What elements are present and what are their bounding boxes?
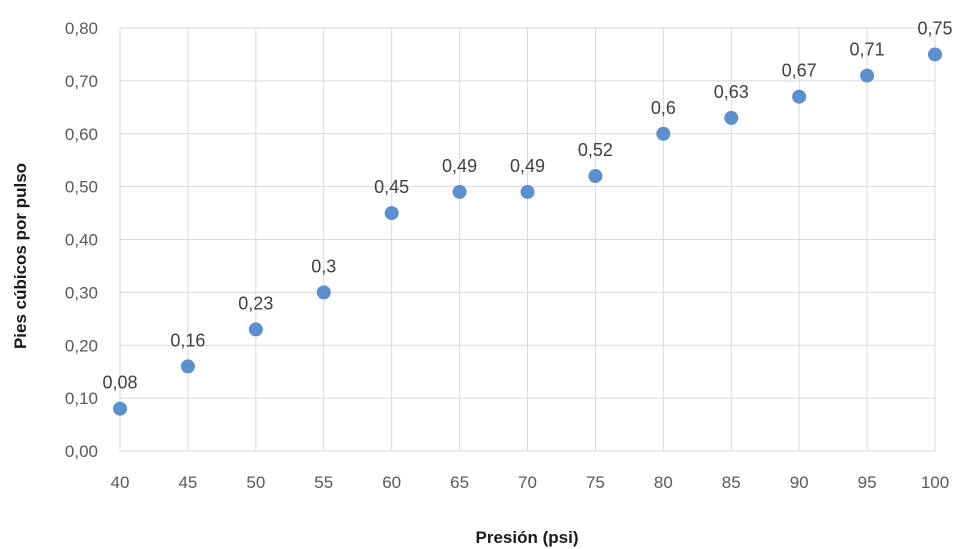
data-point [860, 68, 875, 83]
y-axis-title: Pies cúbicos por pulso [11, 163, 30, 349]
data-point [588, 169, 603, 184]
data-label: 0,67 [782, 61, 817, 81]
x-tick-label: 60 [382, 473, 401, 492]
x-tick-labels: 40 45 50 55 60 65 70 75 80 85 90 95 100 [111, 473, 950, 492]
x-tick-label: 80 [654, 473, 673, 492]
x-tick-label: 90 [790, 473, 809, 492]
data-label: 0,52 [578, 140, 613, 160]
data-point [316, 285, 331, 300]
y-tick-label: 0,30 [65, 283, 98, 302]
grid [119, 27, 936, 452]
data-point [248, 322, 263, 337]
data-label: 0,45 [374, 177, 409, 197]
data-point [384, 206, 399, 221]
data-point [656, 126, 671, 141]
y-tick-label: 0,50 [65, 178, 98, 197]
x-tick-label: 75 [586, 473, 605, 492]
y-tick-label: 0,60 [65, 125, 98, 144]
data-label: 0,6 [651, 98, 676, 118]
x-tick-label: 85 [722, 473, 741, 492]
data-point [113, 401, 127, 416]
y-tick-label: 0,10 [65, 389, 98, 408]
data-point [452, 184, 467, 199]
y-tick-label: 0,20 [65, 336, 98, 355]
data-label: 0,16 [170, 330, 205, 350]
data-point [520, 184, 535, 199]
data-label: 0,75 [917, 18, 952, 38]
x-tick-label: 100 [921, 473, 949, 492]
y-tick-label: 0,40 [65, 231, 98, 250]
data-points [113, 47, 942, 416]
y-tick-label: 0,00 [65, 442, 98, 461]
x-tick-label: 45 [178, 473, 197, 492]
data-label: 0,49 [442, 156, 477, 176]
data-label: 0,71 [850, 40, 885, 60]
y-tick-label: 0,80 [65, 19, 98, 38]
data-point [792, 89, 807, 104]
data-label: 0,23 [238, 293, 273, 313]
data-point [180, 359, 195, 374]
x-tick-label: 55 [314, 473, 333, 492]
x-tick-label: 70 [518, 473, 537, 492]
data-point [724, 110, 739, 125]
data-label: 0,3 [311, 256, 336, 276]
data-label: 0,08 [102, 373, 137, 393]
y-tick-labels: 0,00 0,10 0,20 0,30 0,40 0,50 0,60 0,70 0,80 [65, 19, 98, 461]
data-label: 0,63 [714, 82, 749, 102]
x-tick-label: 65 [450, 473, 469, 492]
x-tick-label: 50 [246, 473, 265, 492]
x-tick-label: 40 [111, 473, 130, 492]
data-point [928, 47, 942, 62]
data-label: 0,49 [510, 156, 545, 176]
y-tick-label: 0,70 [65, 72, 98, 91]
x-tick-label: 95 [858, 473, 877, 492]
x-axis-title: Presión (psi) [476, 528, 579, 547]
data-labels: 0,08 0,16 0,23 0,3 0,45 0,49 0,49 0,52 0,6 0,63 0,… [102, 18, 952, 392]
